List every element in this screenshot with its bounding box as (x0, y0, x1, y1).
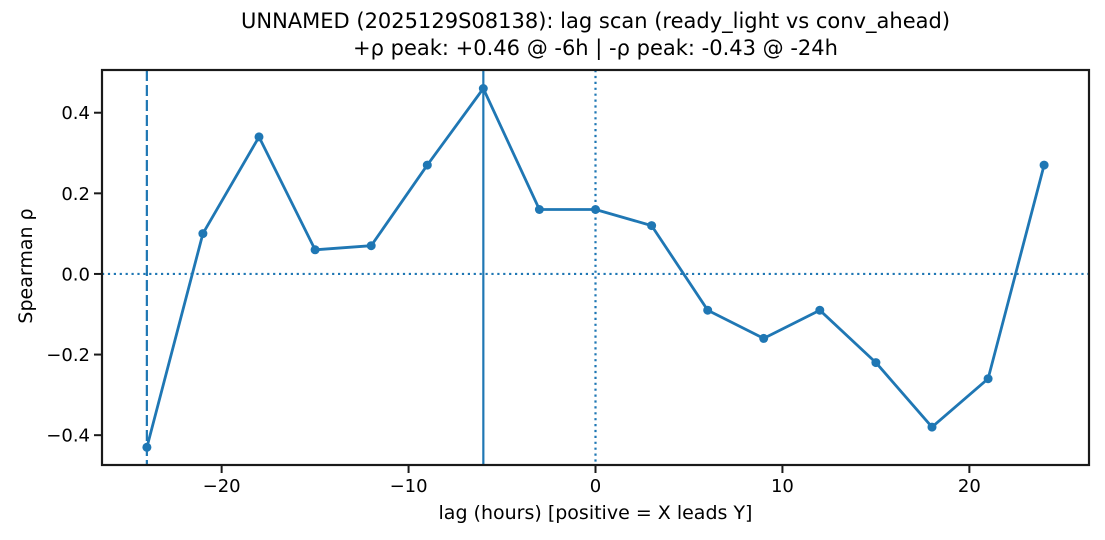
x-tick-label: 0 (590, 476, 601, 497)
x-tick-label: 20 (958, 476, 981, 497)
data-point (310, 245, 320, 255)
data-point (927, 422, 937, 432)
data-point (759, 333, 769, 343)
data-point (422, 160, 432, 170)
data-point (647, 221, 657, 231)
data-point (591, 205, 600, 214)
y-tick-label: 0.4 (61, 103, 90, 124)
data-point (534, 205, 544, 214)
data-point (983, 374, 993, 384)
x-tick-label: 10 (771, 476, 794, 497)
data-point (254, 132, 264, 142)
data-point (198, 229, 208, 239)
data-point (478, 84, 488, 93)
data-point (1039, 160, 1049, 170)
data-point (703, 305, 713, 315)
x-axis-label: lag (hours) [positive = X leads Y] (438, 502, 753, 524)
y-tick-label: 0.2 (61, 184, 90, 205)
x-tick-label: −10 (390, 476, 428, 497)
y-tick-label: 0.0 (61, 264, 90, 285)
data-point (871, 358, 881, 368)
data-point (366, 241, 376, 251)
plot-border (100, 68, 1091, 467)
data-point (815, 305, 825, 315)
y-tick-label: −0.2 (46, 345, 90, 366)
chart-subtitle: +ρ peak: +0.46 @ -6h | -ρ peak: -0.43 @ … (353, 36, 838, 60)
chart-title: UNNAMED (2025129S08138): lag scan (ready… (240, 9, 951, 33)
y-tick-label: −0.4 (46, 426, 90, 447)
x-tick-label: −20 (203, 476, 241, 497)
data-point (142, 442, 152, 452)
